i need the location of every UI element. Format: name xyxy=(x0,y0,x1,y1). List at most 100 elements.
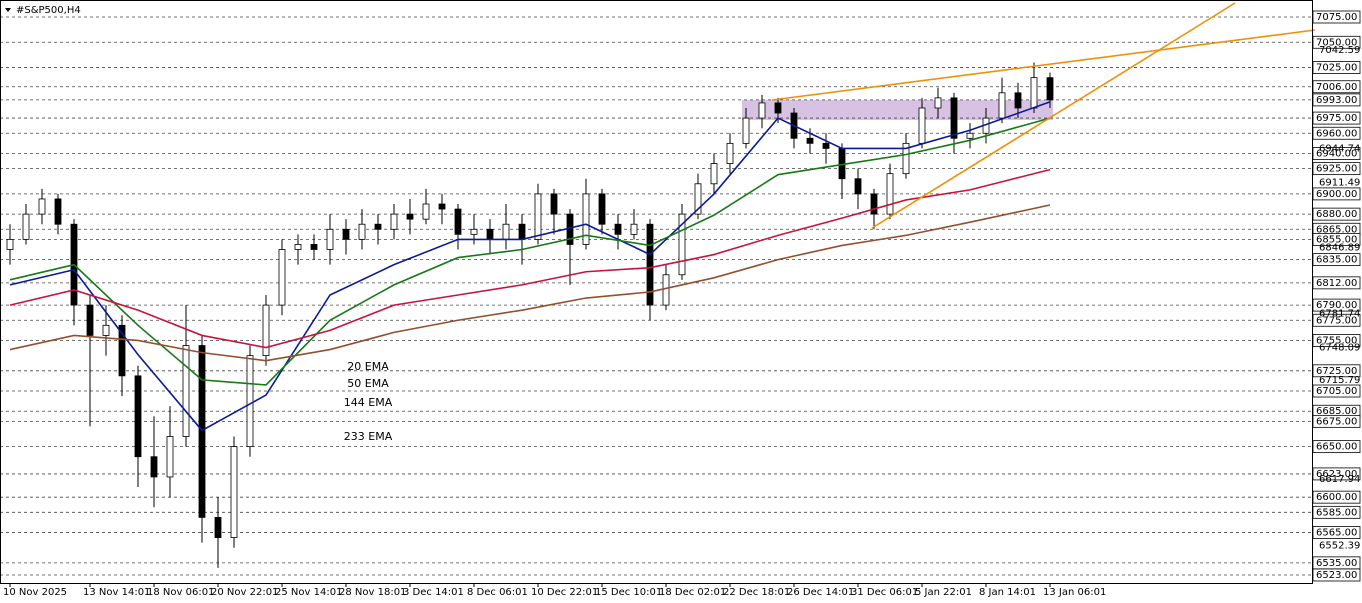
x-tick-label: 10 Dec 22:01 xyxy=(531,587,598,598)
candle-body xyxy=(150,456,158,478)
x-tick-label: 3 Dec 14:01 xyxy=(403,587,464,598)
ema-line xyxy=(9,101,1051,432)
y-tick-label: 6585.00 xyxy=(1316,507,1357,518)
candle-body xyxy=(774,102,782,114)
candle-body xyxy=(118,324,126,377)
y-tick-label: 6755.00 xyxy=(1316,335,1357,346)
trend-line xyxy=(771,29,1316,101)
candle-body xyxy=(262,304,270,357)
chart-title: #S&P500,H4 xyxy=(16,5,81,16)
x-tick-label: 25 Nov 14:01 xyxy=(275,587,342,598)
candle-body xyxy=(342,228,350,240)
menu-arrow xyxy=(5,8,11,12)
price-label: 6617.94 xyxy=(1319,474,1360,485)
y-tick-label: 6725.00 xyxy=(1316,366,1357,377)
price-label: 6552.39 xyxy=(1319,540,1360,551)
y-tick-label: 7075.00 xyxy=(1316,12,1357,23)
x-tick-label: 8 Dec 06:01 xyxy=(467,587,528,598)
candle-body xyxy=(470,228,478,235)
candle-body xyxy=(678,213,686,276)
y-tick-label: 7006.00 xyxy=(1316,82,1357,93)
y-tick-label: 6925.00 xyxy=(1316,164,1357,175)
candle-body xyxy=(326,228,334,250)
candle-body xyxy=(662,274,670,306)
candle-body xyxy=(502,223,510,240)
candle-body xyxy=(598,193,606,225)
x-tick-label: 20 Nov 22:01 xyxy=(211,587,278,598)
candle-body xyxy=(454,208,462,235)
x-tick-label: 13 Nov 14:01 xyxy=(83,587,150,598)
price-label: 6715.79 xyxy=(1319,375,1360,386)
candle-body xyxy=(646,223,654,306)
y-tick-label: 6675.00 xyxy=(1316,416,1357,427)
ema-line xyxy=(9,117,1051,386)
candle-body xyxy=(166,436,174,478)
candle-body xyxy=(22,213,30,240)
candle-body xyxy=(294,244,302,250)
price-label: 6781.74 xyxy=(1319,308,1360,319)
candle-body xyxy=(518,223,526,240)
price-label: 6748.09 xyxy=(1319,342,1360,353)
candle-body xyxy=(486,228,494,240)
candle-body xyxy=(902,142,910,175)
resistance-zone xyxy=(742,100,1053,120)
y-tick-label: 6685.00 xyxy=(1316,406,1357,417)
candle-body xyxy=(534,193,542,240)
candle-body xyxy=(630,223,638,235)
y-tick-label: 6900.00 xyxy=(1316,189,1357,200)
candle-body xyxy=(134,375,142,458)
x-tick-label: 26 Dec 14:01 xyxy=(787,587,854,598)
candle-body xyxy=(758,102,766,119)
y-tick-label: 6535.00 xyxy=(1316,558,1357,569)
x-tick-label: 5 Jan 22:01 xyxy=(915,587,972,598)
candle-body xyxy=(54,198,62,225)
y-tick-label: 6523.00 xyxy=(1316,570,1357,581)
candle-body xyxy=(966,132,974,139)
candle-body xyxy=(710,163,718,185)
x-tick-label: 15 Dec 10:01 xyxy=(595,587,662,598)
candle-body xyxy=(886,173,894,215)
candle-body xyxy=(1046,77,1054,101)
candle-body xyxy=(198,345,206,518)
candle-body xyxy=(422,203,430,220)
candle-body xyxy=(870,193,878,215)
y-tick-label: 7050.00 xyxy=(1316,37,1357,48)
y-tick-label: 6993.00 xyxy=(1316,95,1357,106)
candle-body xyxy=(1014,92,1022,109)
y-tick-label: 6790.00 xyxy=(1316,300,1357,311)
candle-body xyxy=(102,324,110,336)
trend-line xyxy=(871,2,1236,229)
legend-label: 233 EMA xyxy=(344,430,393,443)
y-tick-label: 7025.00 xyxy=(1316,63,1357,74)
price-label: 6944.74 xyxy=(1319,144,1360,155)
x-tick-label: 22 Dec 18:01 xyxy=(723,587,790,598)
plot-frame xyxy=(0,0,1313,584)
y-tick-label: 6775.00 xyxy=(1316,315,1357,326)
candle-body xyxy=(582,193,590,245)
candle-body xyxy=(86,304,94,336)
y-tick-label: 6650.00 xyxy=(1316,442,1357,453)
y-tick-label: 6565.00 xyxy=(1316,528,1357,539)
candle-body xyxy=(1030,77,1038,109)
y-tick-label: 6855.00 xyxy=(1316,234,1357,245)
candle-body xyxy=(182,345,190,437)
ema-line xyxy=(9,168,1051,349)
y-tick-label: 6812.00 xyxy=(1316,278,1357,289)
candle-body xyxy=(854,178,862,195)
legend-label: 20 EMA xyxy=(347,360,389,373)
price-label: 7042.59 xyxy=(1319,45,1360,56)
candle-body xyxy=(614,223,622,235)
x-tick-label: 10 Nov 2025 xyxy=(3,587,67,598)
y-tick-label: 6880.00 xyxy=(1316,209,1357,220)
x-tick-label: 31 Dec 06:01 xyxy=(851,587,918,598)
y-tick-label: 6865.00 xyxy=(1316,224,1357,235)
candle-body xyxy=(358,223,366,240)
candle-body xyxy=(806,137,814,144)
price-label: 6846.89 xyxy=(1319,243,1360,254)
candle-body xyxy=(214,516,222,538)
x-tick-label: 28 Nov 18:01 xyxy=(339,587,406,598)
candle-body xyxy=(6,238,14,250)
candle-body xyxy=(38,198,46,215)
